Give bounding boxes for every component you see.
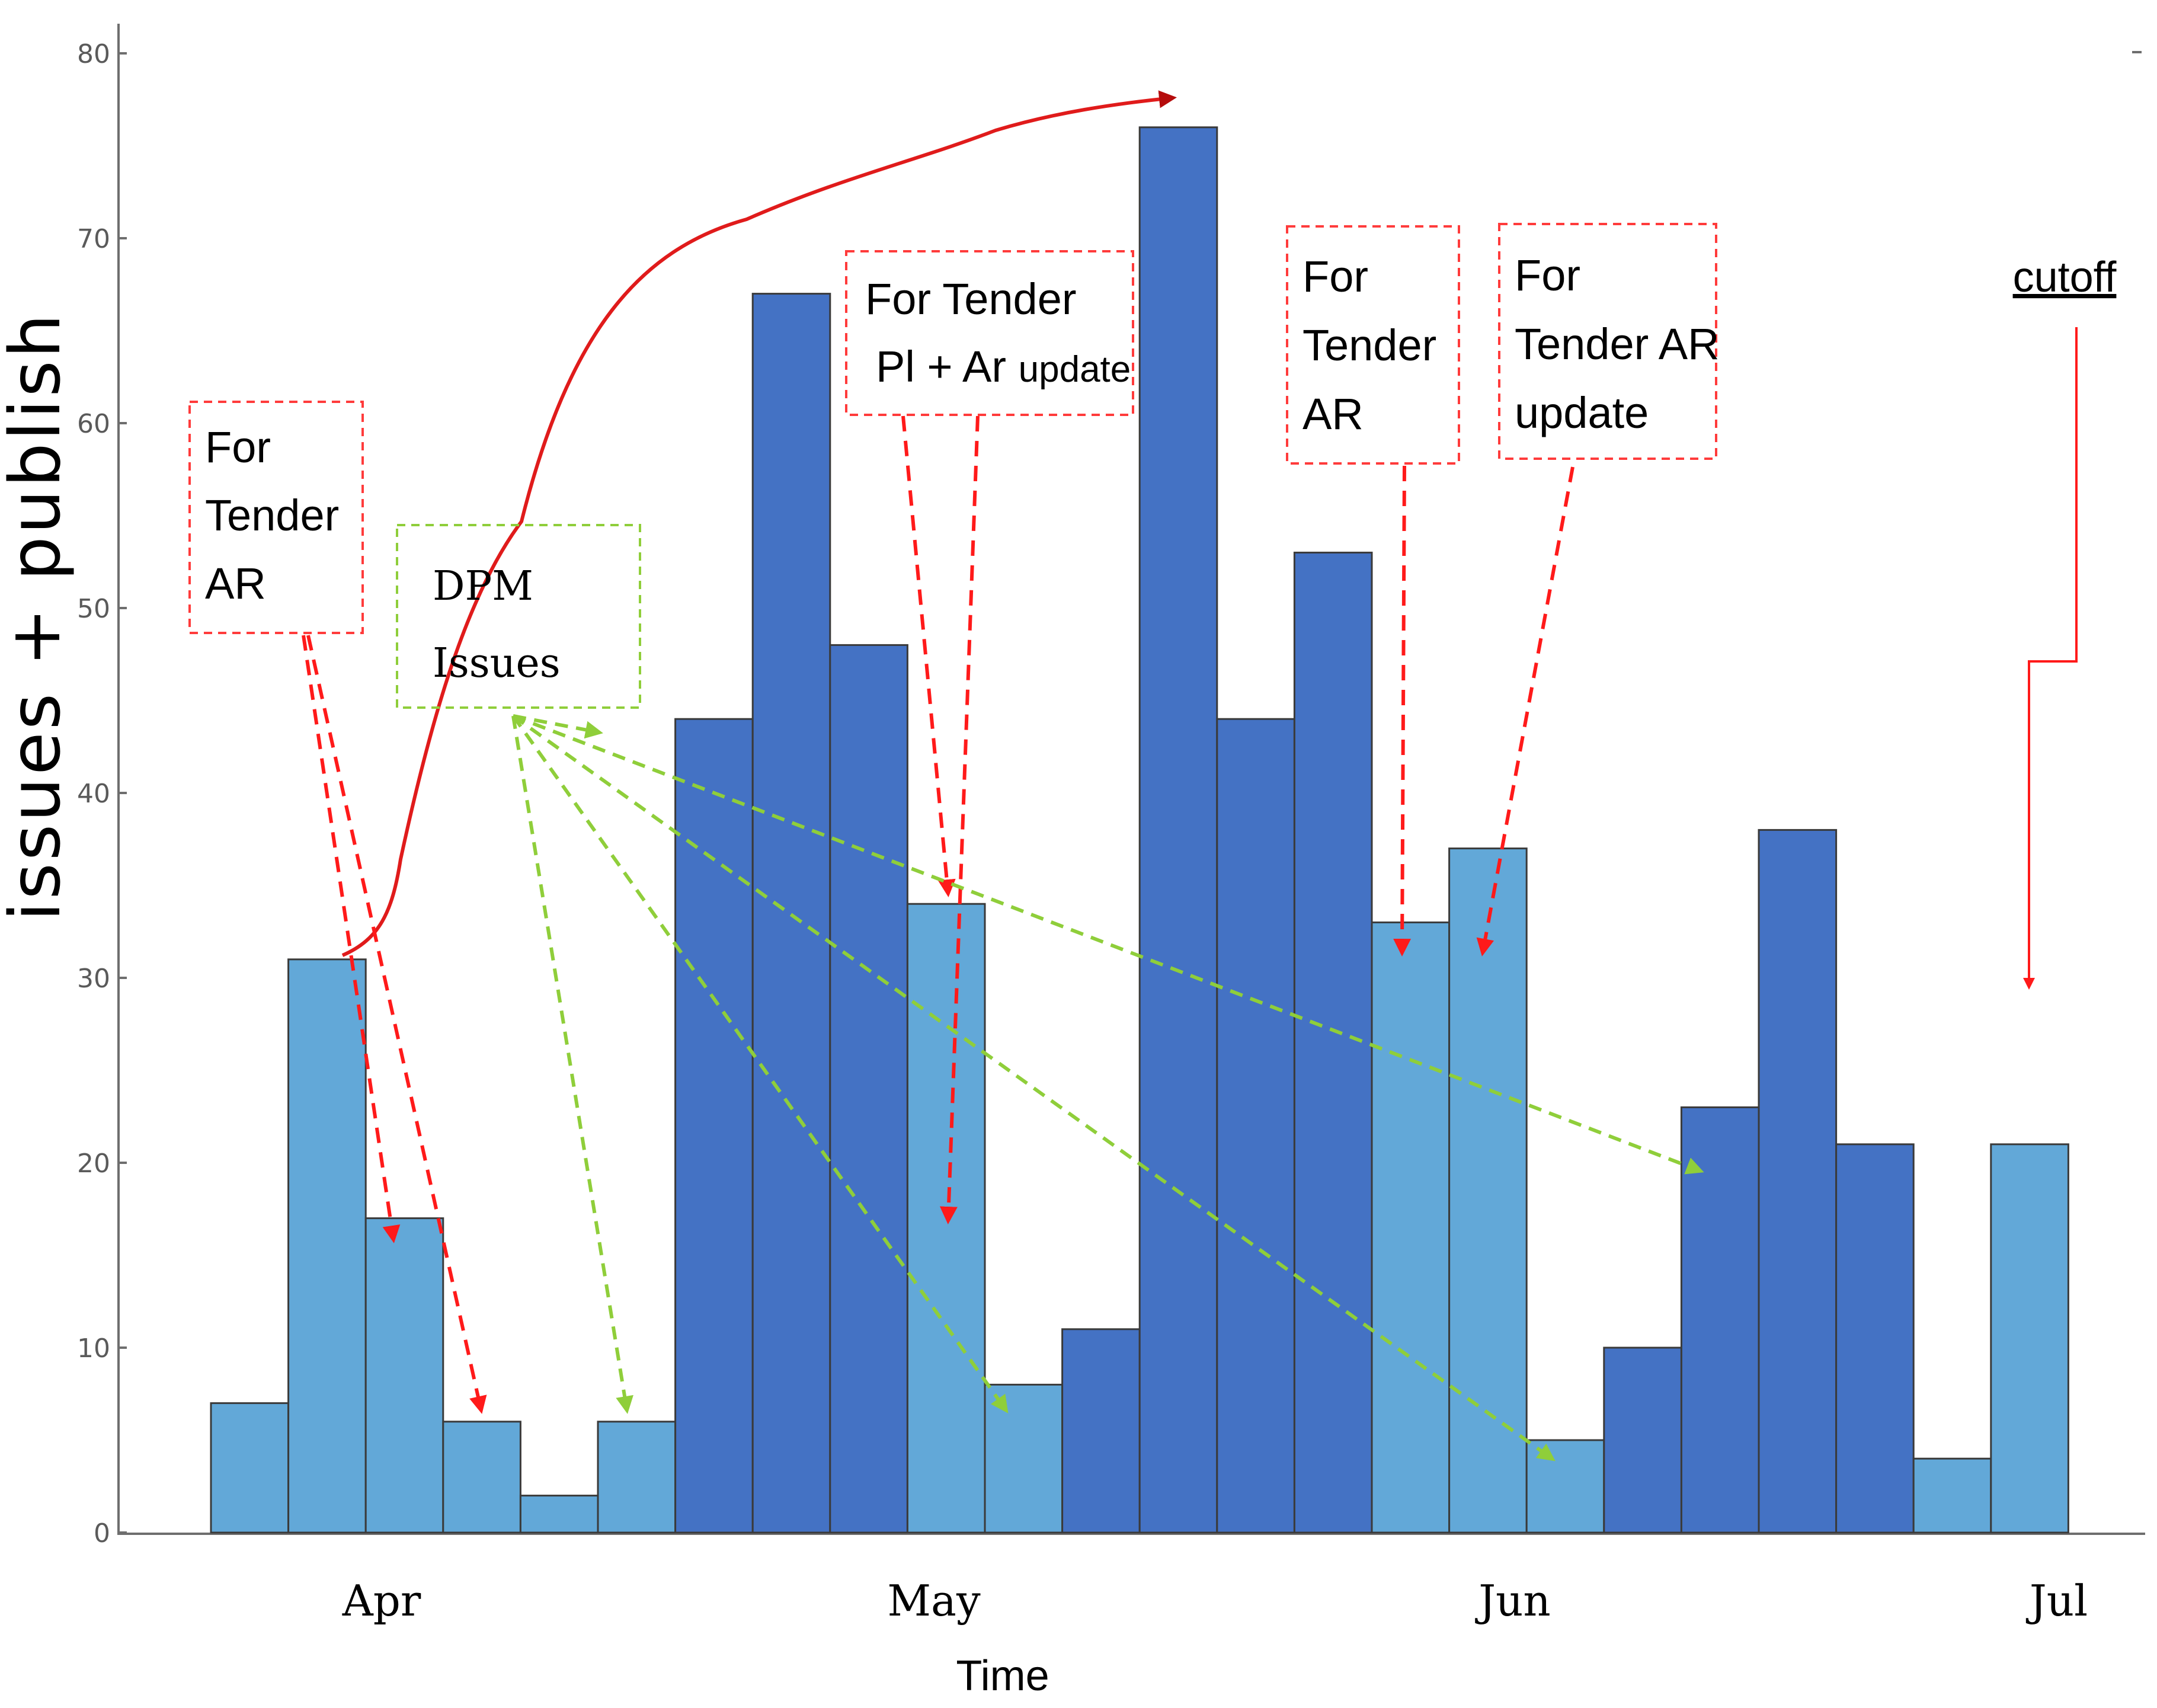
note-3-line-2b: update <box>1019 349 1131 390</box>
bar <box>442 1421 521 1534</box>
note-5-line-1: For <box>1515 251 1580 300</box>
note-5-line-2: Tender AR <box>1515 319 1720 369</box>
note-3-arrows <box>901 415 980 1224</box>
bar <box>751 293 831 1534</box>
note-1-line-2: Tender <box>205 491 339 540</box>
bar <box>519 1495 599 1534</box>
note-2-line-2: Issues <box>433 640 561 687</box>
note-3-line-2a: Pl + Ar <box>876 342 1006 391</box>
note-1-arrow-b <box>306 635 487 1414</box>
bar <box>287 958 367 1534</box>
y-tick-label: 60 <box>77 409 110 439</box>
bar <box>1371 921 1451 1534</box>
y-ticks: 0 10 20 30 40 50 60 70 80 <box>77 39 127 1549</box>
bar <box>1138 126 1218 1534</box>
bar <box>906 903 986 1534</box>
bar <box>364 1217 444 1534</box>
bars <box>210 126 2069 1534</box>
bar <box>1448 847 1528 1534</box>
y-tick-label: 20 <box>77 1149 110 1179</box>
note-1-arrows <box>302 635 487 1414</box>
note-4-line-1: For <box>1302 252 1368 301</box>
bar <box>1835 1143 1915 1534</box>
note-box-1 <box>188 401 364 634</box>
note-2-arrow-a <box>511 715 633 1414</box>
bar <box>1216 718 1295 1534</box>
note-3-line-1: For Tender <box>865 274 1077 324</box>
bar <box>1061 1328 1141 1534</box>
bar <box>984 1383 1064 1534</box>
note-1-arrow-a <box>302 635 401 1243</box>
note-1-line-3: AR <box>205 559 266 608</box>
note-4-line-3: AR <box>1302 389 1364 439</box>
x-axis-title: Time <box>956 1652 1049 1700</box>
note-2-line-1: DPM <box>433 563 533 610</box>
note-3-line-2: Pl + Ar update <box>876 342 1131 391</box>
note-1-line-1: For <box>205 423 271 472</box>
month-label: May <box>887 1576 981 1626</box>
bar <box>597 1421 677 1534</box>
note-box-2 <box>396 524 641 709</box>
bar <box>210 1402 290 1534</box>
y-tick-label: 10 <box>77 1333 110 1364</box>
bar <box>1758 829 1838 1534</box>
bar <box>674 718 754 1534</box>
y-tick-label: 30 <box>77 964 110 994</box>
bar <box>1603 1346 1682 1534</box>
bar <box>829 644 908 1534</box>
note-4-arrow <box>1393 465 1412 957</box>
month-labels: Apr May Jun Jul <box>342 1576 2088 1626</box>
note-box-4 <box>1286 225 1460 465</box>
bar <box>1912 1457 1992 1534</box>
note-2-arrow-e <box>513 714 603 739</box>
note-2-arrows <box>511 714 1704 1461</box>
note-2-arrow-b <box>511 715 1009 1413</box>
note-box-5 <box>1498 223 1717 460</box>
y-tick-label: 40 <box>77 779 110 809</box>
month-label: Apr <box>342 1576 421 1626</box>
y-tick-label: 70 <box>77 224 110 254</box>
y-tick-label: 0 <box>94 1518 110 1549</box>
y-tick-label: 80 <box>77 39 110 69</box>
bar <box>1293 551 1373 1534</box>
y-axis-title: issues + publish <box>0 312 76 922</box>
cutoff-label: cutoff <box>2013 254 2117 301</box>
note-4-line-2: Tender <box>1302 321 1436 370</box>
bar <box>1680 1106 1760 1534</box>
month-label: Jun <box>1474 1576 1551 1626</box>
note-3-arrow-a <box>901 415 956 897</box>
bar <box>1525 1439 1605 1534</box>
note-3-arrow-b <box>939 415 980 1224</box>
note-5-line-3: update <box>1515 388 1649 437</box>
y-tick-label: 50 <box>77 594 110 624</box>
month-label: Jul <box>2025 1576 2088 1626</box>
note-5-arrow <box>1476 466 1574 957</box>
trend-curve <box>341 90 1177 957</box>
cutoff-arrow <box>2023 327 2078 990</box>
bar <box>1990 1143 2069 1534</box>
note-box-3 <box>845 250 1134 416</box>
